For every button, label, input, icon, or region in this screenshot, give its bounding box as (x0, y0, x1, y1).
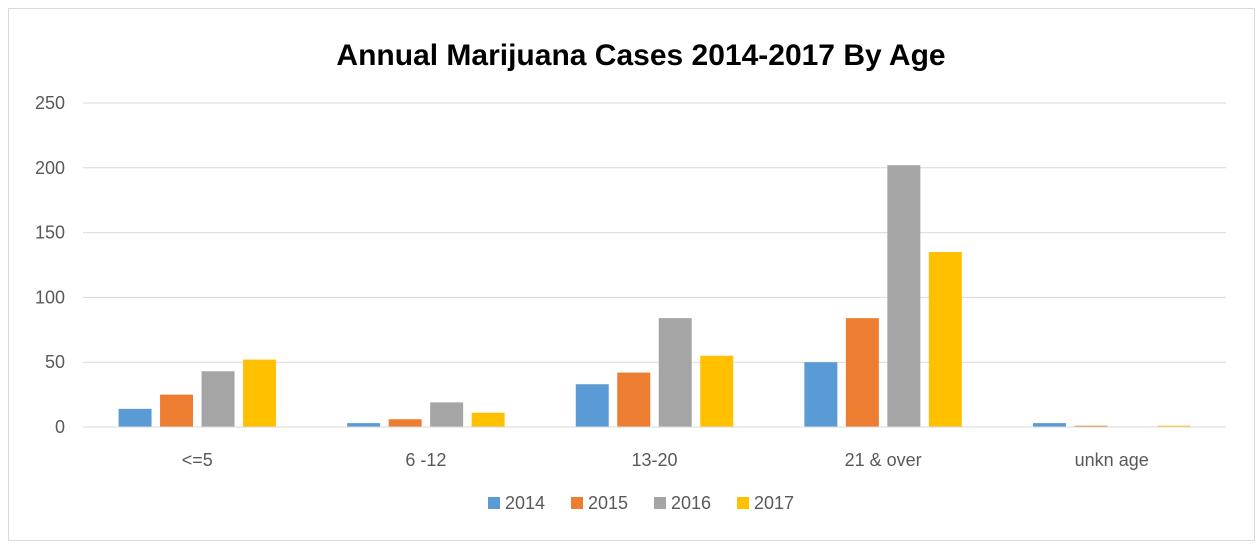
legend-label: 2017 (754, 493, 794, 513)
bar-2017-0 (243, 359, 277, 427)
bar-2015-3 (845, 318, 879, 427)
legend: 2014 2015 2016 2017 (488, 493, 794, 513)
bar-2014-0 (118, 408, 152, 427)
bar-2016-1 (430, 402, 464, 427)
y-tick-label: 50 (45, 352, 65, 372)
chart-area: Annual Marijuana Cases 2014-2017 By Age … (8, 8, 1255, 541)
bar-2017-4 (1157, 425, 1191, 427)
x-tick-label: 21 & over (845, 450, 922, 470)
legend-swatch-2014 (488, 497, 500, 509)
y-tick-label: 150 (35, 223, 65, 243)
y-tick-label: 250 (35, 93, 65, 113)
bar-2014-1 (347, 423, 381, 427)
bar-2014-3 (804, 362, 838, 427)
x-tick-label: 13-20 (631, 450, 677, 470)
legend-label: 2015 (588, 493, 628, 513)
legend-label: 2014 (505, 493, 545, 513)
bar-2015-0 (160, 394, 194, 427)
x-axis-tick-labels: <=5 6 -12 13-20 21 & over unkn age (182, 450, 1149, 470)
bar-2015-4 (1074, 425, 1108, 427)
gridlines (83, 102, 1226, 363)
bar-2017-2 (700, 355, 734, 427)
y-axis-tick-labels: 0 50 100 150 200 250 (35, 93, 65, 437)
x-tick-label: <=5 (182, 450, 213, 470)
bar-2017-1 (471, 412, 505, 427)
legend-swatch-2015 (571, 497, 583, 509)
bar-2016-2 (658, 318, 692, 427)
y-tick-label: 0 (55, 417, 65, 437)
y-tick-label: 100 (35, 287, 65, 307)
bar-2015-2 (617, 372, 651, 427)
bar-chart: Annual Marijuana Cases 2014-2017 By Age … (35, 39, 1226, 513)
legend-swatch-2017 (737, 497, 749, 509)
bar-2014-4 (1032, 423, 1066, 427)
chart-title: Annual Marijuana Cases 2014-2017 By Age (336, 39, 945, 72)
bar-2015-1 (388, 419, 422, 427)
bar-2017-3 (928, 252, 962, 427)
y-tick-label: 200 (35, 158, 65, 178)
bars (118, 165, 1191, 427)
bar-2016-0 (201, 371, 235, 427)
bar-2014-2 (575, 384, 609, 427)
x-tick-label: unkn age (1075, 450, 1149, 470)
legend-swatch-2016 (654, 497, 666, 509)
x-tick-label: 6 -12 (405, 450, 446, 470)
bar-2016-3 (887, 165, 921, 427)
legend-label: 2016 (671, 493, 711, 513)
